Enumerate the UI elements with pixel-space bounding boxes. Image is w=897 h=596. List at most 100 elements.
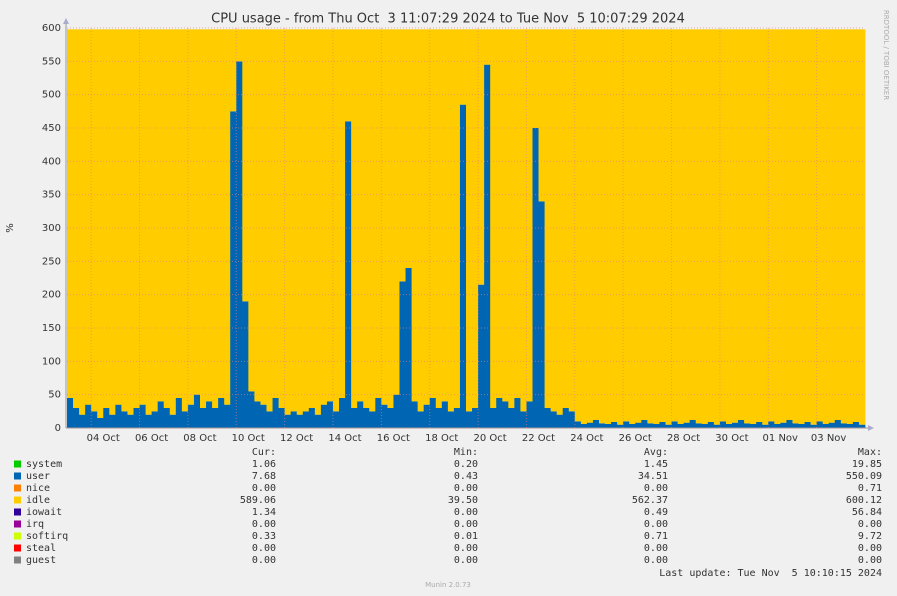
- legend-value: 0.00: [454, 519, 478, 530]
- area-segment: [284, 414, 292, 428]
- area-segment: [520, 29, 527, 412]
- area-segment: [357, 29, 364, 402]
- area-segment: [798, 29, 805, 424]
- area-segment: [411, 401, 419, 428]
- area-segment: [750, 29, 757, 424]
- footer: Munin 2.0.73: [425, 581, 471, 589]
- area-segment: [562, 29, 570, 408]
- area-segment: [719, 421, 727, 428]
- axis-arrow: [63, 18, 69, 24]
- legend-swatch: [14, 508, 21, 516]
- area-segment: [466, 411, 473, 428]
- area-segment: [550, 411, 558, 428]
- area-segment: [320, 29, 328, 405]
- area-segment: [617, 29, 624, 425]
- area-segment: [290, 411, 298, 428]
- legend-value: 7.68: [252, 471, 276, 482]
- legend-header: Cur:: [252, 447, 276, 458]
- y-axis-label: %: [5, 223, 16, 233]
- area-segment: [314, 414, 322, 428]
- area-segment: [732, 29, 739, 423]
- area-segment: [333, 411, 340, 428]
- area-segment: [224, 29, 231, 405]
- area-segment: [212, 29, 219, 408]
- area-segment: [339, 29, 346, 398]
- area-segment: [175, 29, 183, 398]
- area-segment: [580, 29, 588, 424]
- area-segment: [556, 414, 564, 428]
- legend-value: 0.00: [454, 555, 478, 566]
- legend-name: guest: [26, 555, 56, 566]
- area-segment: [792, 423, 799, 428]
- area-segment: [852, 422, 860, 428]
- area-segment: [472, 408, 479, 428]
- area-segment: [756, 422, 763, 428]
- area-segment: [792, 29, 799, 424]
- area-segment: [786, 420, 793, 428]
- legend-value: 0.00: [644, 519, 668, 530]
- area-segment: [266, 411, 273, 428]
- area-segment: [496, 29, 503, 398]
- area-segment: [647, 29, 654, 424]
- area-segment: [683, 422, 691, 428]
- area-segment: [393, 394, 400, 428]
- area-segment: [756, 29, 763, 422]
- x-tick-label: 08 Oct: [183, 433, 216, 444]
- area-segment: [417, 411, 425, 428]
- legend-name: nice: [26, 483, 50, 494]
- area-segment: [345, 121, 352, 428]
- area-segment: [157, 29, 165, 402]
- area-segment: [762, 424, 769, 428]
- area-segment: [121, 29, 128, 412]
- legend-value: 0.00: [252, 519, 276, 530]
- area-segment: [858, 29, 866, 425]
- area-segment: [248, 29, 255, 392]
- area-segment: [369, 411, 376, 428]
- area-segment: [453, 29, 461, 408]
- area-segment: [665, 29, 672, 425]
- legend-name: iowait: [26, 507, 62, 518]
- area-segment: [230, 111, 237, 428]
- watermark: RRDTOOL / TOBI OETIKER: [882, 10, 890, 100]
- area-segment: [127, 29, 134, 415]
- legend-value: 1.34: [252, 507, 276, 518]
- area-segment: [762, 29, 769, 425]
- area-segment: [97, 418, 104, 428]
- area-segment: [671, 29, 678, 422]
- area-segment: [260, 404, 267, 428]
- legend-value: 56.84: [852, 507, 882, 518]
- area-segment: [677, 424, 685, 428]
- area-segment: [260, 29, 267, 405]
- x-tick-label: 26 Oct: [619, 433, 652, 444]
- axes: 0 50 100 150 200 250 300 350 400 450 500 550 600 04 O…: [42, 18, 874, 444]
- area-segment: [592, 420, 600, 428]
- area-segment: [653, 29, 660, 424]
- area-segment: [478, 284, 485, 428]
- legend-value: 0.00: [644, 483, 668, 494]
- area-segment: [725, 424, 733, 428]
- y-tick-label: 300: [42, 223, 61, 234]
- area-segment: [435, 408, 443, 428]
- area-segment: [798, 424, 805, 428]
- area-segment: [635, 422, 642, 428]
- area-segment: [278, 29, 286, 408]
- area-segment: [526, 401, 533, 428]
- y-tick-label: 550: [42, 56, 61, 67]
- area-segment: [248, 391, 255, 428]
- area-segment: [478, 29, 485, 285]
- area-segment: [707, 422, 715, 428]
- area-segment: [230, 29, 237, 112]
- area-segment: [629, 424, 636, 428]
- area-segment: [345, 29, 352, 122]
- area-segment: [218, 398, 225, 428]
- area-segment: [459, 104, 467, 429]
- y-tick-label: 0: [55, 423, 61, 434]
- area-segment: [834, 29, 842, 420]
- legend-value: 0.43: [454, 471, 478, 482]
- area-segment: [768, 29, 775, 422]
- area-segment: [151, 411, 159, 428]
- area-segment: [846, 29, 854, 424]
- legend-value: 1.06: [252, 459, 276, 470]
- area-segment: [206, 401, 213, 428]
- legend-swatch: [14, 520, 21, 528]
